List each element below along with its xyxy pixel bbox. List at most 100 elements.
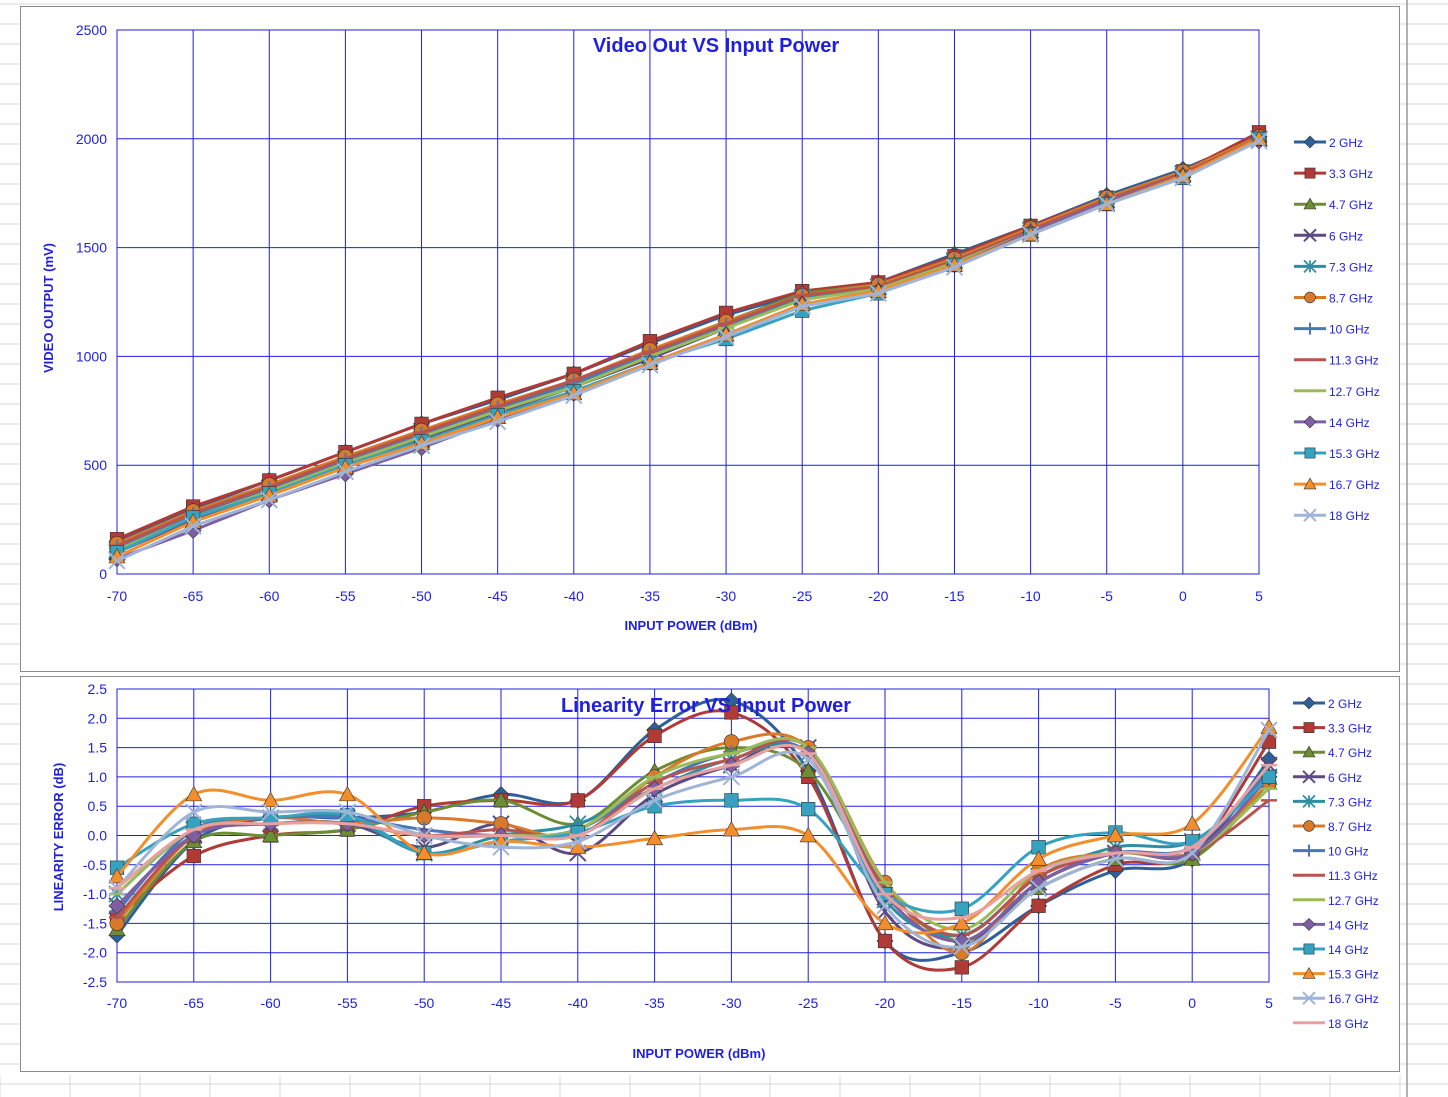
legend-marker (1303, 415, 1317, 429)
data-point (412, 436, 431, 455)
legend-item: 15.3 GHz (1293, 966, 1379, 982)
video-out-chart[interactable]: INPUT POWER (dBm) VIDEO OUTPUT (mV) -70 -… (20, 6, 1400, 672)
legend-label: 15.3 GHz (1329, 447, 1380, 461)
legend-marker (1302, 696, 1316, 710)
y-tick-label: 1500 (76, 240, 107, 256)
legend-item: 11.3 GHz (1293, 869, 1378, 883)
x-tick-label: -70 (107, 995, 127, 1011)
data-point (722, 768, 741, 786)
y-tick-label: 2500 (76, 22, 107, 38)
x-tick-label: -50 (411, 588, 431, 604)
legend-marker (1302, 770, 1316, 784)
plot-grid (116, 29, 1260, 575)
x-tick-label: 0 (1179, 588, 1187, 604)
y-axis-title: LINEARITY ERROR (dB) (51, 763, 66, 912)
data-point (1250, 132, 1268, 150)
legend-item: 4.7 GHz (1294, 197, 1373, 212)
video-out-chart-svg: INPUT POWER (dBm) VIDEO OUTPUT (mV) -70 -… (41, 22, 1380, 633)
chart-title: Linearity Error VS Input Power (561, 695, 851, 717)
legend-marker (1302, 991, 1316, 1005)
legend-marker (1303, 228, 1317, 243)
legend-label: 6 GHz (1329, 229, 1363, 243)
data-point (717, 328, 735, 346)
data-point (336, 463, 355, 481)
data-point (793, 297, 811, 316)
data-point (945, 258, 964, 276)
data-point (184, 517, 202, 535)
legend-label: 10 GHz (1328, 845, 1369, 859)
legend-marker (1303, 722, 1315, 733)
data-point (260, 491, 278, 509)
series (108, 130, 1268, 564)
x-axis-title: INPUT POWER (dBm) (633, 1046, 766, 1061)
legend-item: 14 GHz (1293, 943, 1369, 957)
legend-item: 6 GHz (1293, 770, 1362, 785)
legend-label: 4.7 GHz (1328, 746, 1372, 760)
x-tick-label: -30 (721, 995, 741, 1011)
legend-item: 2 GHz (1293, 696, 1362, 711)
legend-label: 14 GHz (1329, 416, 1370, 430)
data-point (262, 826, 280, 843)
legend-marker (1303, 477, 1317, 490)
y-tick-label: 1.0 (88, 769, 108, 785)
x-tick-label: -30 (716, 588, 736, 604)
x-tick-label: -5 (1101, 588, 1114, 604)
x-tick-label: -55 (337, 995, 357, 1011)
legend-marker (1302, 917, 1316, 931)
y-tick-label: 500 (84, 457, 108, 473)
x-tick-label: -25 (792, 588, 812, 604)
legend-label: 18 GHz (1328, 1017, 1369, 1031)
data-point (338, 803, 357, 821)
x-tick-label: -15 (944, 588, 964, 604)
x-tick-label: -65 (183, 588, 203, 604)
data-point (646, 829, 664, 846)
x-tick-label: -45 (491, 995, 511, 1011)
x-tick-label: -45 (488, 588, 508, 604)
legend-label: 10 GHz (1329, 323, 1370, 337)
legend-label: 7.3 GHz (1329, 260, 1373, 274)
series (109, 743, 1277, 921)
legend-label: 12.7 GHz (1328, 894, 1379, 908)
legend-label: 6 GHz (1328, 771, 1362, 785)
legend-label: 8.7 GHz (1328, 820, 1372, 834)
legend-label: 3.3 GHz (1328, 722, 1372, 736)
x-tick-label: -50 (414, 995, 434, 1011)
data-point (1021, 225, 1040, 244)
data-point (801, 802, 816, 817)
legend-label: 11.3 GHz (1329, 354, 1379, 368)
data-point (954, 901, 969, 916)
y-tick-label: -2.5 (83, 974, 107, 990)
y-tick-label: -2.0 (83, 945, 107, 961)
y-tick-label: -1.5 (83, 915, 107, 931)
x-tick-label: -35 (644, 995, 664, 1011)
series-line (115, 737, 1271, 950)
linearity-error-chart[interactable]: INPUT POWER (dBm) LINEARITY ERROR (dB) -… (20, 676, 1400, 1072)
legend-item: 7.3 GHz (1294, 259, 1373, 274)
legend-item: 11.3 GHz (1294, 354, 1379, 368)
legend-label: 2 GHz (1329, 136, 1363, 150)
y-tick-label: 0.5 (88, 798, 108, 814)
series-line (116, 139, 1260, 563)
series (108, 132, 1268, 570)
data-point (108, 897, 126, 915)
y-tick-label: -1.0 (83, 886, 107, 902)
legend-item: 12.7 GHz (1294, 385, 1380, 399)
y-tick-label: -0.5 (83, 857, 107, 873)
data-point (724, 793, 739, 808)
data-point (645, 791, 664, 810)
data-point (953, 938, 971, 956)
series (108, 692, 1278, 962)
legend-marker (1303, 943, 1315, 955)
linearity-error-chart-svg: INPUT POWER (dBm) LINEARITY ERROR (dB) -… (51, 681, 1379, 1061)
x-axis-title: INPUT POWER (dBm) (625, 618, 758, 633)
series-line (116, 137, 1260, 548)
legend-item: 12.7 GHz (1293, 894, 1379, 908)
series-line (116, 137, 1260, 554)
data-point (1029, 879, 1048, 897)
x-tick-label: 5 (1265, 995, 1273, 1011)
legend-item: 4.7 GHz (1293, 745, 1372, 760)
legend-item: 10 GHz (1293, 845, 1369, 859)
data-point (1030, 850, 1048, 866)
legend-marker (1304, 167, 1316, 179)
data-point (869, 284, 888, 303)
